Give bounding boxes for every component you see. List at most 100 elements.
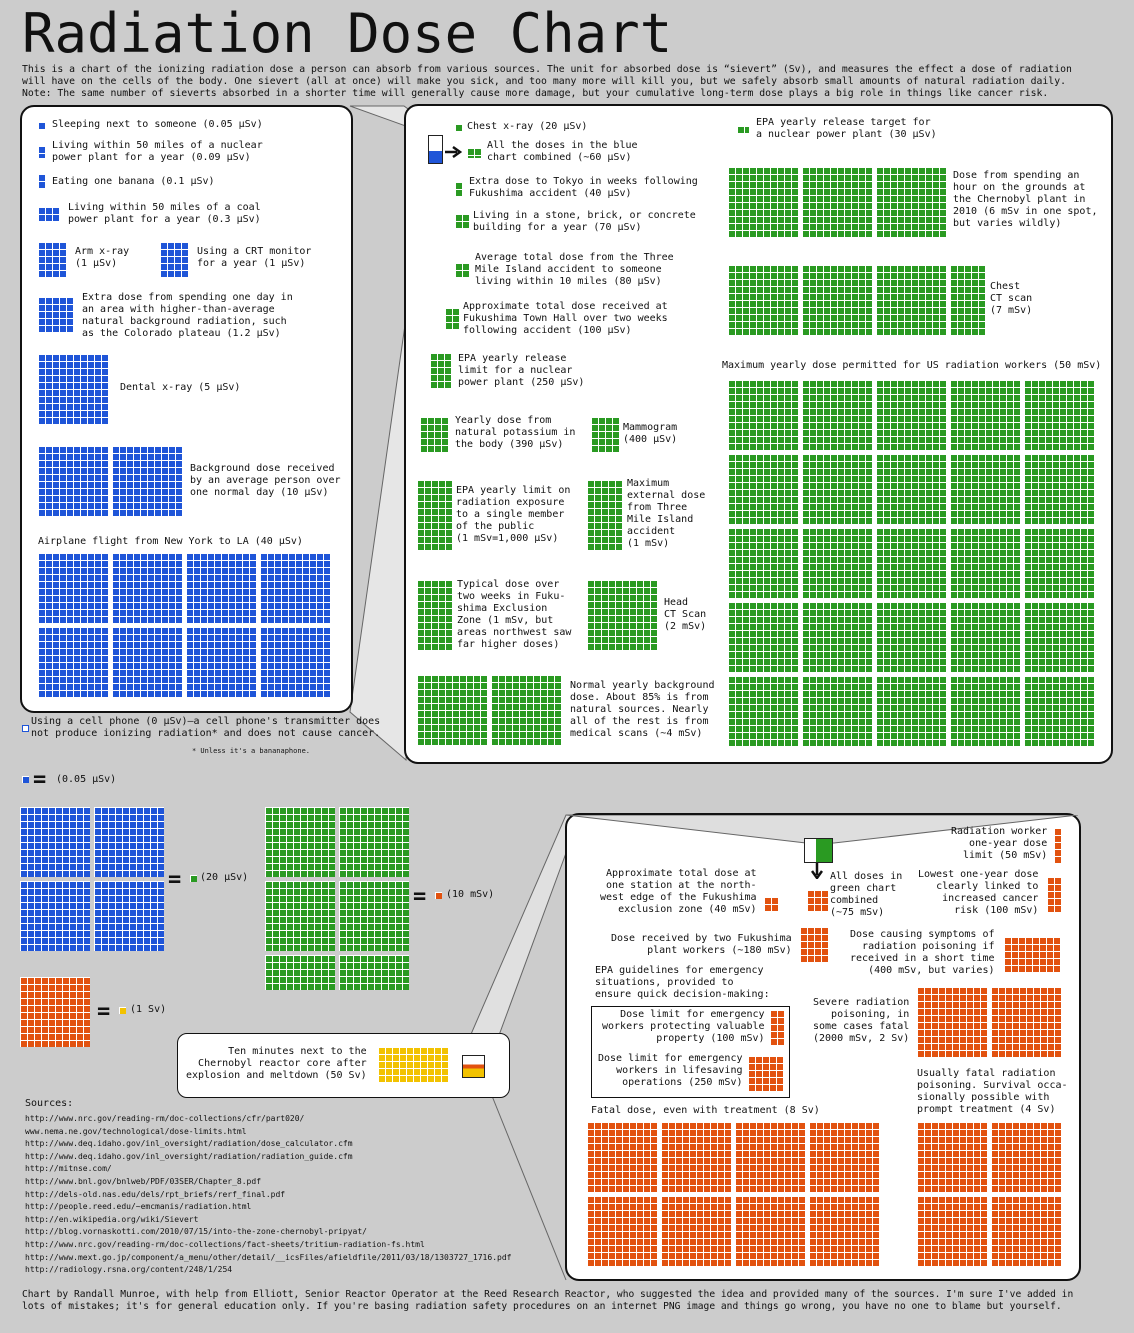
cell-block	[950, 528, 1020, 598]
cell-block	[991, 1122, 1061, 1192]
cell-block	[876, 602, 946, 672]
grid-exclusion-edge	[764, 897, 778, 911]
cell-block	[661, 1196, 731, 1266]
grid-orange-100	[20, 977, 90, 1047]
grid-background-day	[112, 446, 182, 516]
source-link[interactable]: http://www.nrc.gov/reading-rm/doc-collec…	[25, 1239, 425, 1249]
grid-fukushima-zone	[417, 580, 452, 650]
grid-property-limit	[770, 1010, 784, 1045]
cell-block	[94, 807, 164, 877]
grid-chest-xray	[455, 124, 462, 131]
grid-tokyo	[455, 182, 462, 196]
source-link[interactable]: www.nema.ne.gov/technological/dose-limit…	[25, 1126, 247, 1136]
source-link[interactable]: http://mitnse.com/	[25, 1164, 112, 1174]
cell-block	[802, 676, 872, 746]
cell-block	[20, 881, 90, 951]
intro-text: This is a chart of the ionizing radiatio…	[22, 64, 1072, 99]
label-stone-building: Living in a stone, brick, or concrete bu…	[473, 210, 696, 233]
cell-block	[950, 454, 1020, 524]
label-poisoning-symptoms: Dose causing symptoms of radiation poiso…	[850, 929, 995, 976]
cell-block	[809, 1122, 879, 1192]
grid-epa-release-limit	[430, 353, 451, 388]
yellow-unit-cell	[119, 1007, 126, 1014]
cell-block	[339, 955, 409, 990]
label-coal-plant: Living within 50 miles of a coal power p…	[68, 202, 261, 225]
label-fatal-dose: Fatal dose, even with treatment (8 Sv)	[591, 1105, 820, 1116]
cell-block	[809, 1196, 879, 1266]
source-link[interactable]: http://www.mext.go.jp/component/a_menu/o…	[25, 1252, 512, 1262]
cell-block	[112, 627, 182, 697]
label-blue-unit: (0.05 μSv)	[56, 774, 117, 785]
source-link[interactable]: http://dels-old.nas.edu/dels/rpt_briefs/…	[25, 1189, 286, 1199]
label-chest-xray: Chest x-ray (20 μSv)	[467, 121, 588, 132]
cell-block	[950, 676, 1020, 746]
grid-sleeping	[38, 122, 45, 129]
label-background-day: Background dose received by an average p…	[190, 463, 341, 498]
label-airplane: Airplane flight from New York to LA (40 …	[38, 536, 303, 547]
sources-section: Sources: http://www.nrc.gov/reading-rm/d…	[25, 1098, 511, 1277]
cell-block	[112, 553, 182, 623]
label-epa-release-target: EPA yearly release target for a nuclear …	[756, 117, 937, 140]
cell-block	[876, 454, 946, 524]
zoom-wedge	[566, 815, 1078, 844]
label-three-mile: Average total dose from the Three Mile I…	[475, 252, 674, 287]
cell-block	[94, 881, 164, 951]
source-link[interactable]: http://www.deq.idaho.gov/inl_oversight/r…	[25, 1139, 353, 1149]
label-two-workers: Dose received by two Fukushima plant wor…	[611, 933, 792, 956]
orange-unit-cell	[435, 892, 442, 899]
grid-crt	[160, 242, 188, 277]
cell-block	[991, 987, 1061, 1057]
epa-guidelines-box	[591, 1006, 790, 1098]
source-link[interactable]: http://people.reed.edu/~emcmanis/radiati…	[25, 1202, 252, 1212]
label-dental: Dental x-ray (5 μSv)	[120, 382, 241, 393]
orange-chart-thumbnail-icon	[462, 1055, 485, 1078]
arrow-right-icon	[445, 146, 463, 158]
source-link[interactable]: http://www.nrc.gov/reading-rm/doc-collec…	[25, 1114, 305, 1123]
label-normal-yearly: Normal yearly background dose. About 85%…	[570, 680, 715, 739]
cell-block	[661, 1122, 731, 1192]
source-link[interactable]: http://en.wikipedia.org/wiki/Sievert	[25, 1214, 199, 1224]
label-colorado: Extra dose from spending one day in an a…	[82, 292, 293, 339]
source-link[interactable]: http://blog.vornaskotti.com/2010/07/15/i…	[25, 1227, 367, 1237]
grid-green-combined	[807, 890, 828, 911]
cell-block	[265, 955, 335, 990]
cell-block	[728, 167, 798, 237]
label-epa-public: EPA yearly limit on radiation exposure t…	[456, 485, 571, 544]
cell-block	[802, 602, 872, 672]
label-potassium: Yearly dose from natural potassium in th…	[455, 415, 576, 450]
source-link[interactable]: http://radiology.rsna.org/content/248/1/…	[25, 1265, 233, 1275]
arrow-down-icon	[811, 863, 823, 879]
cell-block	[876, 676, 946, 746]
cell-block	[802, 528, 872, 598]
grid-two-workers	[800, 927, 828, 962]
label-arm-xray: Arm x-ray (1 μSv)	[75, 246, 130, 269]
cell-block	[20, 807, 90, 877]
label-cell-phone: Using a cell phone (0 μSv)—a cell phone'…	[31, 716, 381, 739]
grid-coal-plant	[38, 207, 59, 221]
grid-cancer-risk	[1047, 877, 1061, 912]
cell-block	[339, 807, 409, 877]
grid-epa-public	[417, 480, 452, 550]
grid-epa-release-target	[737, 126, 749, 133]
label-exclusion-edge: Approximate total dose at one station at…	[600, 868, 757, 915]
label-severe-poisoning: Severe radiation poisoning, in some case…	[813, 997, 910, 1044]
equals-sign: =	[97, 999, 111, 1024]
grid-lifesaving-limit	[748, 1056, 783, 1091]
cell-block	[260, 553, 330, 623]
grid-normal-yearly	[417, 675, 487, 745]
grid-dental	[38, 354, 108, 424]
grid-potassium	[420, 417, 448, 452]
cell-block	[38, 553, 108, 623]
cell-block	[917, 987, 987, 1057]
source-link[interactable]: http://www.bnl.gov/bnlweb/PDF/03SER/Chap…	[25, 1176, 262, 1186]
cell-block	[876, 380, 946, 450]
label-tmi-external: Maximum external dose from Three Mile Is…	[627, 478, 706, 549]
source-link[interactable]: http://www.deq.idaho.gov/inl_oversight/r…	[25, 1151, 353, 1161]
label-head-ct: Head CT Scan (2 mSv)	[664, 597, 707, 632]
cell-block	[587, 1196, 657, 1266]
cell-block	[917, 1122, 987, 1192]
cell-block	[802, 380, 872, 450]
empty-cell-icon	[22, 725, 29, 732]
grid-background-day	[38, 446, 108, 516]
grid-head-ct	[587, 580, 657, 650]
